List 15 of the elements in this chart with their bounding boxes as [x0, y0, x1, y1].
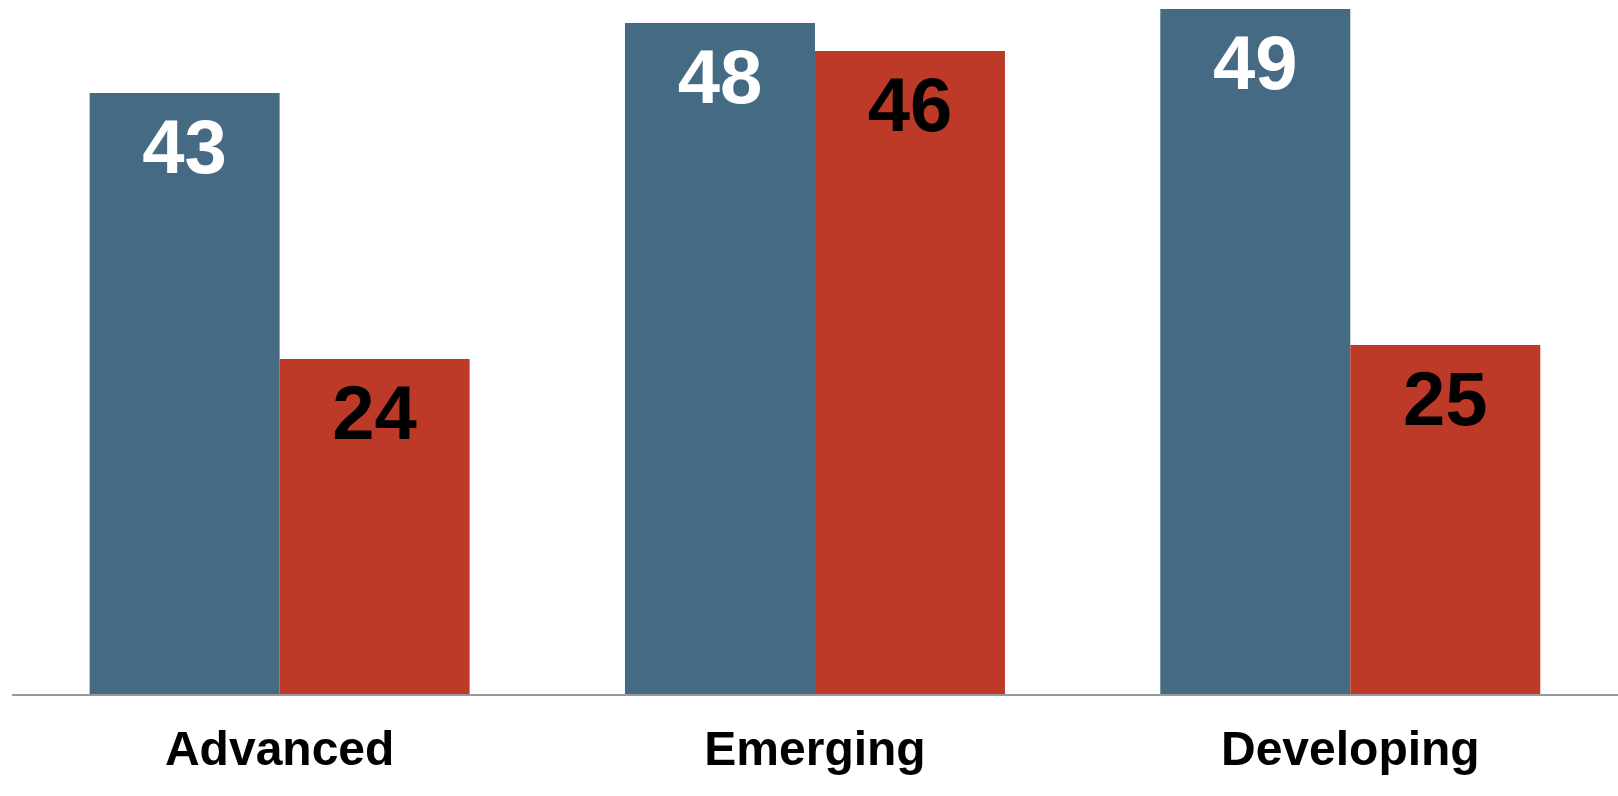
x-tick-label: Advanced	[164, 722, 395, 776]
bar	[624, 23, 815, 695]
data-label: 43	[142, 103, 227, 189]
bar	[1160, 9, 1351, 695]
data-label: 25	[1403, 355, 1488, 441]
data-label: 24	[332, 369, 417, 455]
bar	[89, 93, 280, 695]
data-label: 48	[677, 33, 763, 119]
bar	[1350, 345, 1541, 695]
bar	[279, 359, 470, 695]
bar	[814, 51, 1005, 695]
data-label: 46	[867, 61, 953, 147]
data-label: 49	[1213, 19, 1298, 105]
x-tick-label: Emerging	[704, 722, 926, 776]
x-tick-label: Developing	[1220, 722, 1480, 776]
